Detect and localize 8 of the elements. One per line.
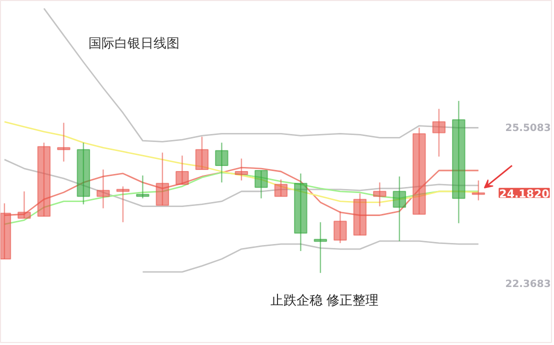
text: 国际白银日线图	[88, 36, 180, 52]
line-series	[4, 158, 480, 207]
y-tick-label: 22.3683	[505, 278, 551, 290]
line-series	[43, 8, 480, 142]
y-tick-label: 25.5083	[505, 122, 551, 134]
annotation: 止跌企稳 修正整理	[270, 294, 379, 308]
line-series	[142, 240, 480, 273]
text: 24.1820	[499, 187, 550, 200]
